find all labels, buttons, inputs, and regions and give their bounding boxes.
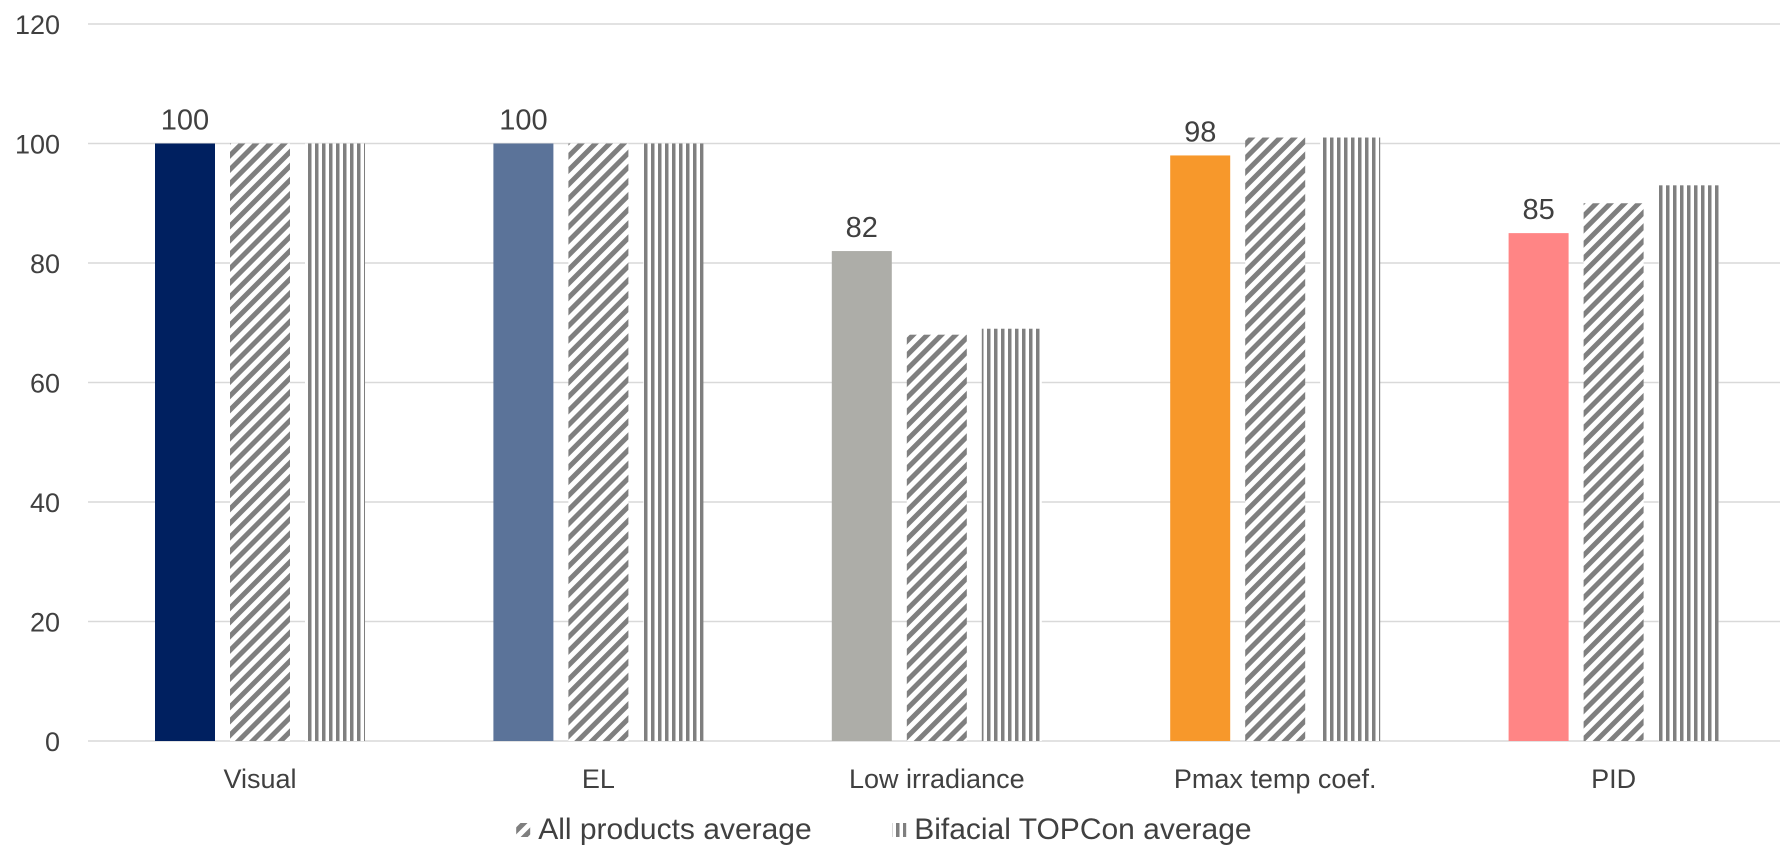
- x-axis-tick-labels: Visual EL Low irradiance Pmax temp coef. PID: [223, 764, 1636, 794]
- x-tick-label: Visual: [223, 764, 296, 794]
- bar-product-2: [831, 251, 892, 742]
- y-tick-label: 120: [15, 10, 60, 40]
- x-tick-label: Pmax temp coef.: [1174, 764, 1377, 794]
- y-axis-tick-labels: 0 20 40 60 80 100 120: [15, 10, 60, 757]
- bar-product-3: [1170, 155, 1231, 741]
- bar-bifacial_topcon-3: [1320, 137, 1381, 741]
- y-tick-label: 60: [30, 369, 60, 399]
- legend-swatch-all_products: [516, 823, 531, 837]
- bar-product-4: [1508, 233, 1569, 741]
- data-label: 82: [846, 212, 878, 244]
- y-tick-label: 40: [30, 488, 60, 518]
- bar-bifacial_topcon-0: [305, 143, 365, 741]
- bar-all_products-3: [1245, 137, 1306, 741]
- bar-all_products-4: [1583, 203, 1644, 741]
- bar-bifacial_topcon-2: [981, 328, 1042, 741]
- bar-all_products-0: [230, 143, 290, 741]
- y-tick-label: 100: [15, 130, 60, 160]
- x-tick-label: PID: [1591, 764, 1636, 794]
- data-label: 98: [1184, 116, 1216, 148]
- y-tick-label: 80: [30, 249, 60, 279]
- x-tick-label: Low irradiance: [849, 764, 1025, 794]
- bar-bifacial_topcon-1: [643, 143, 704, 741]
- legend: All products average Bifacial TOPCon aver…: [516, 813, 1252, 846]
- bar-product-1: [493, 143, 554, 741]
- data-label: 100: [161, 105, 209, 137]
- data-label: 85: [1522, 194, 1554, 226]
- data-labels: 100 100 82 98 85: [161, 105, 1555, 245]
- y-tick-label: 0: [45, 727, 60, 757]
- x-tick-label: EL: [582, 764, 615, 794]
- bars: [155, 137, 1719, 742]
- bar-all_products-1: [568, 143, 629, 741]
- bar-all_products-2: [906, 334, 967, 741]
- legend-swatch-bifacial_topcon: [892, 823, 907, 837]
- legend-label-all_products: All products average: [538, 813, 812, 846]
- legend-label-bifacial_topcon: Bifacial TOPCon average: [914, 813, 1251, 846]
- bar-product-0: [155, 143, 215, 741]
- y-tick-label: 20: [30, 608, 60, 638]
- bar-bifacial_topcon-4: [1658, 185, 1719, 741]
- data-label: 100: [499, 105, 547, 137]
